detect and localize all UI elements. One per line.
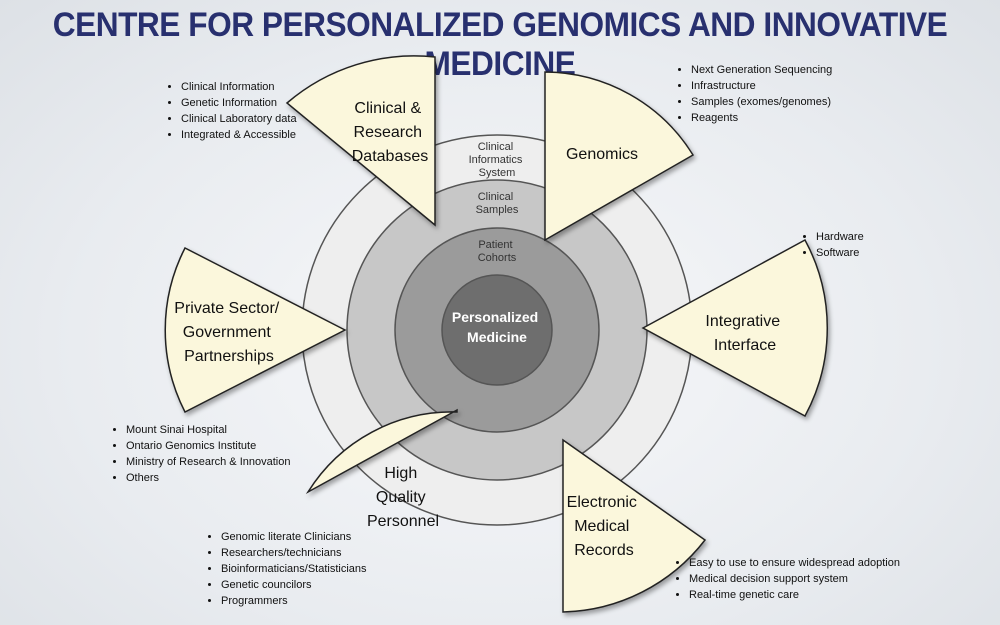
list-item: Medical decision support system [689, 571, 900, 587]
wedge-private-public-partnerships [164, 246, 347, 414]
page-title: CENTRE FOR PERSONALIZED GENOMICS AND INN… [52, 6, 948, 83]
list-item: Hardware [816, 229, 864, 245]
list-item: Genetic Information [181, 95, 297, 111]
list-item: Clinical Information [181, 79, 297, 95]
wedge-label-integrative-interface: Integrative Interface [705, 313, 784, 354]
wedge-genomics [544, 71, 695, 242]
wedge-high-quality-personnel [305, 408, 458, 495]
wedge-electronic-medical-records [562, 438, 707, 613]
list-item: Samples (exomes/genomes) [691, 94, 832, 110]
list-item: Next Generation Sequencing [691, 62, 832, 78]
ring-label-inner: Patient Cohorts [478, 239, 517, 264]
center-label: Personalized Medicine [452, 309, 542, 345]
wedge-label-high-quality-personnel: High Quality Personnel [367, 465, 439, 530]
ring-label-outer: Clinical Informatics System [469, 141, 526, 179]
list-item: Integrated & Accessible [181, 127, 297, 143]
list-item: Ontario Genomics Institute [126, 438, 290, 454]
list-item: Infrastructure [691, 78, 832, 94]
wedge-integrative-interface [641, 238, 828, 418]
bullets-integrative-interface: Hardware Software [802, 229, 864, 261]
ring-label-middle: Clinical Samples [476, 191, 519, 216]
list-item: Mount Sinai Hospital [126, 422, 290, 438]
wedge-label-genomics: Genomics [566, 146, 638, 163]
list-item: Reagents [691, 110, 832, 126]
list-item: Clinical Laboratory data [181, 111, 297, 127]
list-item: Software [816, 245, 864, 261]
list-item: Researchers/technicians [221, 545, 367, 561]
wedge-label-private-public-partnerships: Private Sector/ Government Partnerships [174, 300, 283, 365]
list-item: Easy to use to ensure widespread adoptio… [689, 555, 900, 571]
ring-center [441, 274, 553, 386]
list-item: Real-time genetic care [689, 587, 900, 603]
bullets-electronic-medical-records: Easy to use to ensure widespread adoptio… [675, 555, 900, 603]
list-item: Others [126, 470, 290, 486]
list-item: Bioinformaticians/Statisticians [221, 561, 367, 577]
bullets-clinical-research-databases: Clinical Information Genetic Information… [167, 79, 297, 143]
wedge-label-electronic-medical-records: Electronic Medical Records [567, 494, 642, 559]
bullets-private-public-partnerships: Mount Sinai Hospital Ontario Genomics In… [112, 422, 290, 486]
wedge-clinical-research-databases [285, 55, 436, 227]
bullets-genomics: Next Generation Sequencing Infrastructur… [677, 62, 832, 126]
wedge-label-clinical-research-databases: Clinical & Research Databases [352, 100, 429, 165]
list-item: Genetic councilors [221, 577, 367, 593]
list-item: Genomic literate Clinicians [221, 529, 367, 545]
list-item: Programmers [221, 593, 367, 609]
list-item: Ministry of Research & Innovation [126, 454, 290, 470]
bullets-high-quality-personnel: Genomic literate Clinicians Researchers/… [207, 529, 367, 609]
